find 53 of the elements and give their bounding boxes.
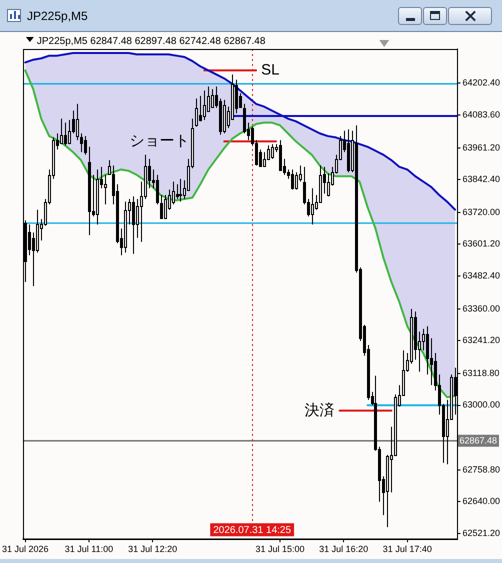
- candlestick: [203, 90, 206, 120]
- x-tick-label: 31 Jul 2026: [2, 544, 49, 554]
- chart-title: JP225p,M5: [27, 9, 88, 23]
- y-tick-label: 62640.00: [462, 496, 500, 506]
- y-tick-label: 62521.20: [462, 528, 500, 538]
- candlestick: [311, 188, 314, 225]
- candlestick: [386, 454, 389, 528]
- y-tick-label: 63482.40: [462, 270, 500, 281]
- candlestick: [179, 178, 182, 202]
- candlestick: [422, 328, 425, 351]
- candlestick: [164, 194, 167, 220]
- text: ショート: [129, 132, 190, 150]
- candlestick: [36, 209, 39, 254]
- candlestick: [172, 181, 175, 205]
- chart-subtitle: JP225p,M5 62847.48 62897.48 62742.48 62867.48: [36, 36, 266, 47]
- candlestick: [76, 103, 79, 141]
- ref-line-label: 2026.07.31 14:25: [213, 524, 292, 536]
- candlestick: [136, 198, 139, 238]
- candlestick: [418, 331, 421, 372]
- x-tick-label: 31 Jul 12:20: [128, 544, 178, 554]
- y-tick-label: 63360.00: [462, 303, 500, 314]
- x-tick-label: 31 Jul 16:20: [319, 544, 368, 554]
- candlestick: [124, 201, 127, 254]
- candlestick: [327, 173, 330, 197]
- y-tick-label: 63601.20: [462, 238, 500, 249]
- y-tick-label: 63961.20: [462, 142, 500, 152]
- candlestick: [68, 119, 71, 145]
- y-tick-label: 62758.80: [462, 464, 500, 474]
- candlestick: [60, 118, 63, 145]
- y-tick-label: 63720.00: [462, 206, 500, 217]
- candlestick: [211, 88, 214, 108]
- x-tick-label: 31 Jul 11:00: [64, 544, 114, 554]
- y-tick-label: 63241.20: [462, 335, 500, 346]
- candlestick: [295, 172, 298, 190]
- candlestick: [271, 144, 274, 160]
- candlestick: [394, 394, 397, 457]
- y-tick-label: 64083.60: [462, 109, 500, 120]
- candlestick: [263, 152, 266, 168]
- series-label: SL: [261, 62, 280, 79]
- y-tick-label: 63000.00: [462, 400, 500, 410]
- candlestick: [195, 98, 198, 128]
- y-tick-label: 63842.40: [462, 174, 500, 184]
- candlestick: [104, 174, 107, 205]
- candlestick: [223, 99, 226, 134]
- candlestick: [351, 130, 354, 173]
- ref-line-label: 62867.48: [459, 436, 498, 446]
- candlestick: [96, 169, 99, 225]
- series-label: 決済: [304, 402, 335, 419]
- y-tick-label: 64202.40: [462, 78, 500, 88]
- x-tick-label: 31 Jul 15:00: [255, 544, 304, 554]
- y-tick-label: 63118.80: [462, 368, 500, 378]
- candlestick: [108, 160, 111, 176]
- x-tick-label: 31 Jul 17:40: [382, 544, 432, 554]
